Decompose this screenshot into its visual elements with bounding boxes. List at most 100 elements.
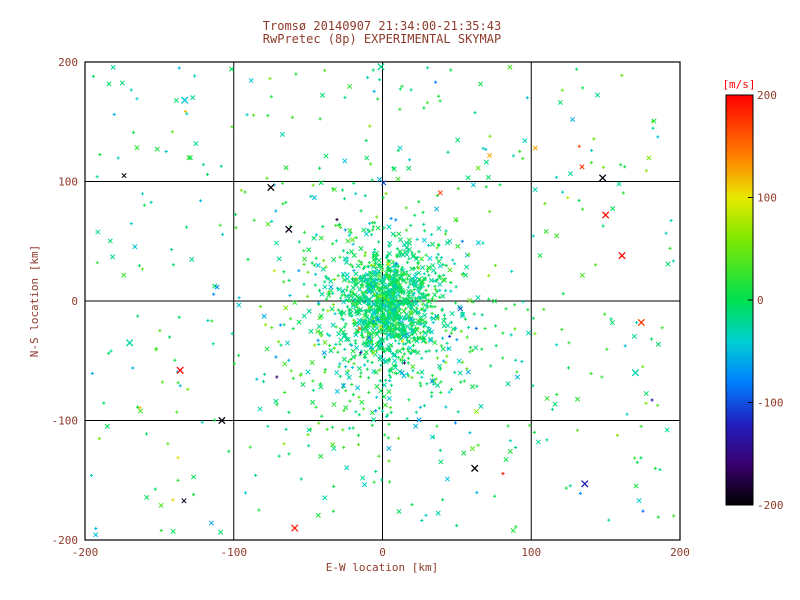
- y-tick-label: 0: [71, 295, 78, 308]
- data-point: [621, 191, 625, 195]
- data-point: [322, 495, 328, 501]
- data-point: [190, 474, 197, 480]
- data-point: [388, 406, 393, 410]
- data-point: [248, 77, 254, 84]
- data-point: [309, 360, 315, 366]
- data-point: [475, 240, 481, 246]
- data-point: [356, 310, 362, 316]
- data-point: [424, 513, 428, 517]
- data-point: [221, 232, 225, 237]
- data-point: [278, 323, 282, 327]
- data-point: [282, 270, 286, 274]
- data-point: [376, 253, 380, 257]
- data-point: [336, 350, 340, 354]
- data-point: [414, 285, 418, 289]
- data-point: [350, 303, 356, 309]
- data-point: [346, 251, 350, 255]
- data-point: [593, 263, 598, 267]
- data-point: [631, 369, 640, 377]
- data-point: [338, 222, 342, 227]
- data-point: [91, 74, 95, 78]
- data-point: [391, 260, 395, 264]
- data-point: [378, 368, 382, 372]
- data-point: [433, 305, 437, 309]
- data-point: [393, 291, 397, 296]
- data-point: [381, 290, 387, 296]
- data-point: [388, 379, 392, 383]
- data-point: [376, 314, 380, 318]
- data-point: [560, 327, 564, 332]
- data-point: [378, 341, 384, 347]
- data-point: [407, 291, 411, 295]
- data-point: [382, 226, 386, 230]
- data-point: [134, 145, 140, 151]
- data-point: [660, 326, 664, 330]
- data-point: [409, 88, 413, 92]
- data-point: [210, 319, 214, 323]
- data-point: [176, 456, 180, 460]
- colorbar-tick-label: 200: [757, 89, 777, 102]
- data-point: [386, 395, 392, 402]
- data-point: [367, 305, 371, 310]
- data-point: [397, 303, 401, 307]
- data-point: [438, 99, 442, 103]
- data-point: [491, 298, 498, 304]
- data-point: [435, 278, 439, 282]
- data-point: [314, 256, 318, 260]
- data-point: [513, 327, 517, 331]
- data-point: [342, 445, 346, 449]
- data-point: [364, 314, 370, 320]
- data-point: [181, 96, 189, 104]
- data-point: [438, 448, 442, 452]
- data-point: [449, 280, 453, 285]
- data-point: [370, 284, 376, 290]
- data-point: [415, 297, 419, 301]
- data-point: [380, 409, 385, 413]
- data-point: [411, 349, 415, 353]
- data-point: [578, 491, 582, 495]
- data-point: [348, 399, 352, 403]
- data-point: [436, 225, 442, 231]
- data-point: [456, 186, 460, 191]
- data-point: [406, 273, 412, 279]
- data-point: [404, 281, 408, 285]
- data-point: [378, 388, 384, 394]
- data-point: [420, 336, 424, 340]
- data-point: [257, 508, 261, 512]
- data-point: [436, 363, 443, 369]
- data-point: [342, 197, 347, 201]
- data-point: [248, 445, 252, 449]
- data-point: [178, 384, 182, 388]
- data-point: [444, 229, 448, 233]
- data-point: [406, 285, 410, 289]
- data-point: [434, 287, 438, 292]
- data-point: [261, 313, 267, 319]
- data-point: [383, 298, 387, 302]
- data-point: [421, 294, 428, 300]
- data-point: [353, 339, 357, 343]
- data-point: [109, 349, 113, 353]
- data-point: [352, 362, 356, 366]
- data-point: [346, 299, 350, 303]
- data-point: [228, 66, 235, 72]
- data-point: [636, 498, 642, 504]
- data-point: [370, 178, 374, 182]
- data-point: [601, 224, 605, 228]
- data-point: [649, 337, 654, 341]
- data-point: [227, 449, 231, 453]
- data-point: [399, 291, 404, 295]
- data-point: [383, 286, 387, 290]
- data-point: [445, 341, 449, 345]
- data-point: [359, 351, 363, 355]
- data-point: [424, 350, 428, 354]
- data-point: [373, 247, 377, 252]
- data-point: [284, 427, 288, 431]
- data-point: [419, 265, 426, 271]
- data-point: [219, 164, 223, 168]
- data-point: [375, 316, 381, 322]
- data-point: [417, 266, 421, 270]
- data-point: [404, 240, 410, 246]
- data-point: [336, 274, 340, 278]
- data-point: [342, 158, 348, 164]
